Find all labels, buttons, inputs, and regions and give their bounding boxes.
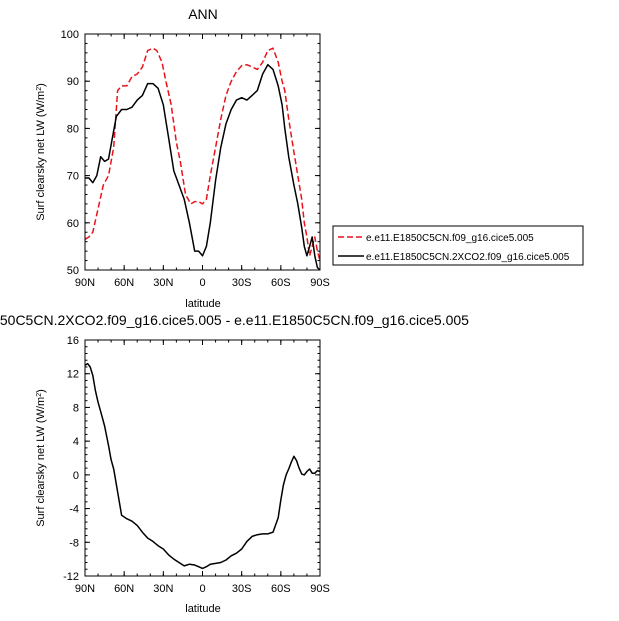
legend: e.e11.E1850C5CN.f09_g16.cice5.005 e.e11.…: [332, 225, 584, 266]
legend-box: [332, 225, 584, 266]
axes: 90N 60N 30N 0 30S 60S 90S 50 60 70 80 90 100: [61, 29, 330, 289]
y-axis-label: Surf clearsky net LW (W/m2): [35, 389, 47, 527]
x-tick-label: 30S: [232, 277, 252, 289]
y-tick-label: 90: [67, 76, 79, 88]
legend-label-control: e.e11.E1850C5CN.f09_g16.cice5.005: [366, 233, 534, 244]
axes: 90N 60N 30N 0 30S 60S 90S -12 -8 -4 0 4 8 12 16: [63, 335, 330, 595]
series-line: [85, 63, 321, 271]
plot-frame: [84, 33, 321, 271]
x-tick-label: 30N: [153, 277, 173, 289]
x-tick-label: 90N: [75, 277, 95, 289]
x-tick-label: 60S: [271, 277, 291, 289]
y-tick-label: -4: [69, 504, 79, 516]
y-tick-label: 0: [73, 470, 79, 482]
chart-top: ANN 90N 60N 30N 0 30S 60S 90S 50 60 70 80 90 100 lat…: [35, 6, 330, 310]
x-tick-label: 60N: [114, 583, 134, 595]
chart-title: ANN: [188, 6, 218, 22]
y-tick-label: 100: [61, 29, 79, 41]
x-tick-label: 30N: [153, 583, 173, 595]
series-group: [84, 47, 321, 271]
series-line: [84, 362, 321, 570]
x-tick-label: 60S: [271, 583, 291, 595]
chart-bottom: e.e11.E1850C5CN.2XCO2.f09_g16.cice5.005 …: [0, 312, 469, 615]
x-tick-label: 90S: [310, 583, 330, 595]
x-tick-label: 60N: [114, 277, 134, 289]
series-line: [84, 47, 321, 261]
x-tick-label: 30S: [232, 583, 252, 595]
y-tick-label: 8: [73, 402, 79, 414]
x-tick-label: 0: [199, 277, 205, 289]
series-group: [84, 362, 321, 570]
y-tick-label: 70: [67, 171, 79, 183]
x-tick-label: 0: [199, 583, 205, 595]
legend-label-2xco2: e.e11.E1850C5CN.2XCO2.f09_g16.cice5.005: [366, 252, 570, 263]
y-tick-label: 16: [67, 335, 79, 347]
plot-frame: [84, 339, 321, 577]
chart-title-difference: e.e11.E1850C5CN.2XCO2.f09_g16.cice5.005 …: [0, 312, 469, 328]
x-tick-label: 90N: [75, 583, 95, 595]
x-tick-label: 90S: [310, 277, 330, 289]
y-tick-label: -8: [69, 537, 79, 549]
x-axis-label: latitude: [185, 603, 220, 615]
y-tick-label: -12: [63, 571, 79, 583]
y-axis-label: Surf clearsky net LW (W/m2): [35, 83, 47, 221]
x-axis-label: latitude: [185, 298, 220, 310]
y-tick-label: 4: [73, 436, 79, 448]
y-tick-label: 12: [67, 369, 79, 381]
y-tick-label: 60: [67, 218, 79, 230]
y-tick-label: 50: [67, 265, 79, 277]
y-tick-label: 80: [67, 123, 79, 135]
